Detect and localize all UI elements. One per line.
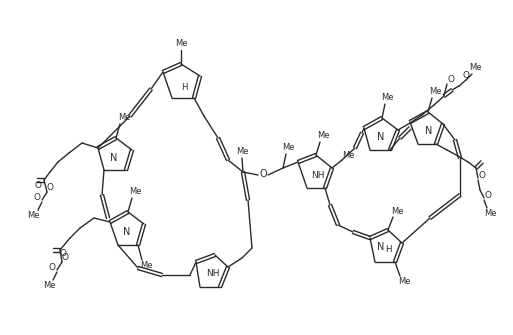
Text: O: O [447,74,455,83]
Text: Me: Me [236,146,248,155]
Text: N: N [123,227,131,237]
Text: H: H [385,245,391,254]
Text: O: O [62,254,69,263]
Text: N: N [110,153,117,163]
Text: Me: Me [484,209,496,218]
Text: Me: Me [282,143,294,152]
Text: NH: NH [311,171,325,180]
Text: Me: Me [175,40,187,49]
Text: Me: Me [398,276,410,285]
Text: N: N [378,132,385,142]
Text: O: O [34,181,42,190]
Text: Me: Me [317,132,329,140]
Text: Me: Me [43,280,55,289]
Text: O: O [49,264,55,272]
Text: O: O [33,194,41,202]
Text: Me: Me [391,206,403,215]
Text: O: O [463,70,469,79]
Text: N: N [378,242,385,252]
Text: Me: Me [140,262,152,270]
Text: Me: Me [469,64,481,72]
Text: Me: Me [129,188,141,197]
Text: O: O [484,191,491,200]
Text: Me: Me [342,151,354,160]
Text: Me: Me [429,86,441,95]
Text: O: O [60,250,67,259]
Text: NH: NH [206,268,220,277]
Text: Me: Me [118,113,130,122]
Text: O: O [259,169,267,179]
Text: Me: Me [27,210,40,219]
Text: O: O [479,171,485,180]
Text: Me: Me [381,92,393,102]
Text: H: H [181,83,187,92]
Text: O: O [47,184,53,193]
Text: N: N [425,126,432,136]
